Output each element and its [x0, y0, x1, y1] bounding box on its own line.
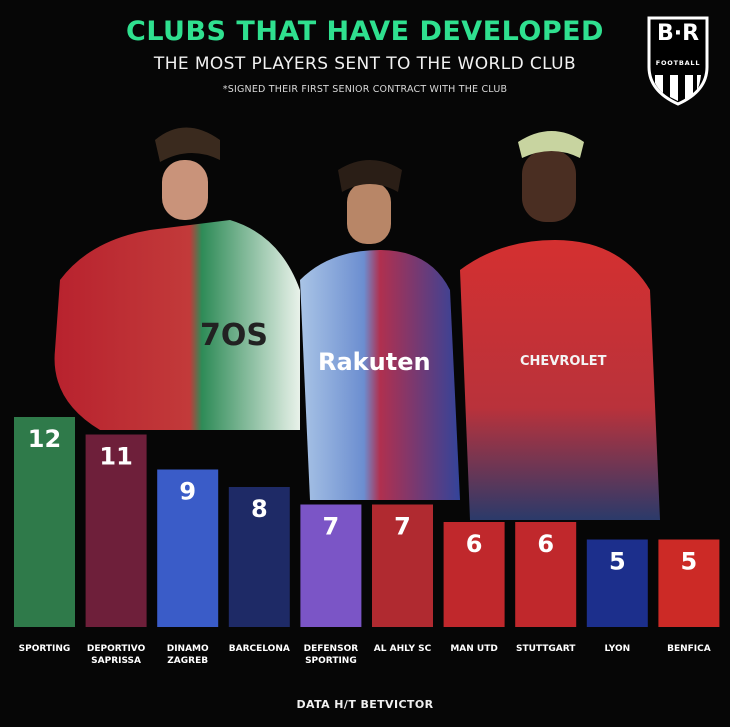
kit-sponsor-right: CHEVROLET	[520, 354, 607, 369]
bar-group: 6 STUTTGART	[515, 522, 576, 654]
category-label: AL AHLY SC	[374, 644, 432, 654]
bar	[157, 469, 219, 627]
bar-group: 9 DINAMO ZAGREB	[157, 469, 219, 666]
bar	[372, 504, 433, 627]
category-label: SPORTING	[305, 656, 357, 666]
bar	[14, 417, 75, 627]
category-label: STUTTGART	[516, 644, 576, 654]
bar-value-label: 5	[681, 548, 698, 576]
category-label: MAN UTD	[450, 644, 498, 654]
bar-value-label: 9	[179, 478, 196, 506]
category-label: LYON	[604, 644, 630, 654]
bar-group: 5 BENFICA	[658, 539, 720, 654]
bar	[515, 522, 577, 627]
logo-subtext: FOOTBALL	[655, 59, 701, 67]
bar-value-label: 7	[323, 513, 340, 541]
category-label: DEFENSOR	[304, 644, 359, 654]
kit-sponsor-middle: Rakuten	[318, 348, 431, 376]
bar-group: 11 DEPORTIVO SAPRISSA	[85, 434, 147, 666]
bar	[658, 539, 720, 627]
category-label: DEPORTIVO	[87, 644, 146, 654]
category-label: SPORTING	[19, 644, 71, 654]
bar	[300, 504, 362, 627]
bar-group: 8 BARCELONA	[229, 487, 290, 654]
kit-sponsor-left: 7OS	[200, 318, 268, 353]
br-football-logo: B·R FOOTBALL	[645, 15, 711, 107]
logo-mark: B·R	[656, 21, 700, 46]
shield-icon	[647, 16, 709, 106]
data-source: DATA H/T BETVICTOR	[296, 698, 434, 711]
category-label: BARCELONA	[229, 644, 290, 654]
bar	[85, 434, 147, 627]
bar-group: 5 LYON	[586, 539, 648, 654]
bar-group: 7 AL AHLY SC	[372, 504, 433, 654]
bar-value-label: 6	[466, 530, 483, 558]
bar-value-label: 6	[537, 530, 554, 558]
chart-footnote: *SIGNED THEIR FIRST SENIOR CONTRACT WITH…	[222, 84, 508, 95]
player-left: 7OS	[54, 127, 300, 430]
player-right: CHEVROLET	[460, 131, 660, 520]
bar	[586, 539, 648, 627]
bar-group: 12 SPORTING	[14, 417, 75, 654]
category-label: BENFICA	[667, 644, 711, 654]
category-label: ZAGREB	[167, 656, 208, 666]
bar-group: 6 MAN UTD	[443, 522, 505, 654]
bar-value-label: 11	[99, 443, 132, 471]
player-photos: 7OS Rakuten CHEVROLET	[54, 127, 660, 520]
bar	[443, 522, 505, 627]
category-label: DINAMO	[167, 644, 209, 654]
bar-value-label: 8	[251, 495, 268, 523]
player-middle: Rakuten	[300, 160, 460, 500]
chart-title: CLUBS THAT HAVE DEVELOPED	[126, 16, 604, 47]
bar-value-label: 12	[28, 425, 61, 453]
bar-chart: 12 SPORTING 11 DEPORTIVO SAPRISSA 9 DINAMO ZAGR…	[14, 417, 720, 666]
bar	[228, 487, 290, 627]
category-label: SAPRISSA	[91, 656, 141, 666]
bar-group: 7 DEFENSOR SPORTING	[300, 504, 362, 666]
chart-subtitle: THE MOST PLAYERS SENT TO THE WORLD CLUB	[153, 54, 577, 74]
bar-value-label: 5	[609, 548, 626, 576]
bar-value-label: 7	[394, 513, 411, 541]
